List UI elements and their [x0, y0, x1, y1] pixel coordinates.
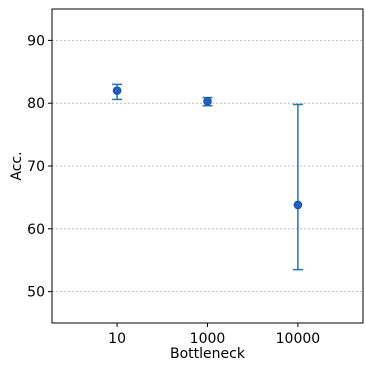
y-tick-label-90: 90: [27, 33, 45, 49]
x-ticks: 10 1000 10000: [108, 323, 320, 347]
y-tick-label-60: 60: [27, 222, 45, 238]
data-point-10000: [293, 200, 303, 210]
y-tick-label-50: 50: [27, 285, 45, 301]
x-axis-label: Bottleneck: [170, 346, 246, 362]
y-tick-label-80: 80: [27, 96, 45, 112]
x-tick-label-10000: 10000: [276, 331, 321, 347]
y-axis-label: Acc.: [9, 151, 25, 180]
grid-layer: [52, 40, 363, 293]
x-tick-label-1000: 1000: [190, 331, 226, 347]
data-point-10: [112, 86, 122, 95]
x-tick-label-10: 10: [108, 331, 126, 347]
y-tick-label-70: 70: [27, 159, 45, 175]
series-layer: [112, 83, 303, 271]
y-ticks: 50 60 70 80 90: [27, 33, 52, 301]
data-point-1000: [203, 97, 212, 106]
